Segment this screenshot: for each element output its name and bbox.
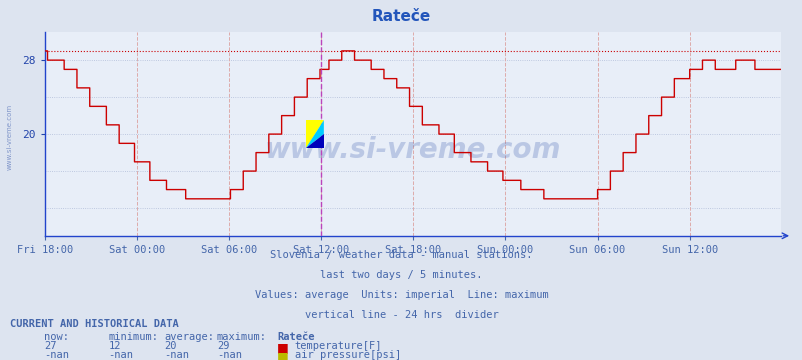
Text: average:: average:: [164, 332, 214, 342]
Text: Rateče: Rateče: [371, 9, 431, 24]
Text: Slovenia / weather data - manual stations.: Slovenia / weather data - manual station…: [270, 250, 532, 260]
Text: 27: 27: [44, 341, 57, 351]
Text: ■: ■: [277, 350, 289, 360]
Text: air pressure[psi]: air pressure[psi]: [294, 350, 400, 360]
Text: now:: now:: [44, 332, 69, 342]
Text: Values: average  Units: imperial  Line: maximum: Values: average Units: imperial Line: ma…: [254, 290, 548, 300]
Text: temperature[F]: temperature[F]: [294, 341, 382, 351]
Polygon shape: [306, 120, 323, 148]
Text: minimum:: minimum:: [108, 332, 158, 342]
Text: vertical line - 24 hrs  divider: vertical line - 24 hrs divider: [304, 310, 498, 320]
Polygon shape: [306, 120, 323, 148]
Text: ■: ■: [277, 341, 289, 354]
Polygon shape: [306, 134, 323, 148]
Text: 29: 29: [217, 341, 229, 351]
Text: -nan: -nan: [217, 350, 241, 360]
Text: www.si-vreme.com: www.si-vreme.com: [6, 104, 12, 170]
Text: Rateče: Rateče: [277, 332, 314, 342]
Text: CURRENT AND HISTORICAL DATA: CURRENT AND HISTORICAL DATA: [10, 319, 178, 329]
Text: -nan: -nan: [44, 350, 69, 360]
Text: maximum:: maximum:: [217, 332, 266, 342]
Text: www.si-vreme.com: www.si-vreme.com: [264, 136, 561, 165]
Text: last two days / 5 minutes.: last two days / 5 minutes.: [320, 270, 482, 280]
Text: 20: 20: [164, 341, 177, 351]
Text: 12: 12: [108, 341, 121, 351]
Text: -nan: -nan: [164, 350, 189, 360]
Text: -nan: -nan: [108, 350, 133, 360]
